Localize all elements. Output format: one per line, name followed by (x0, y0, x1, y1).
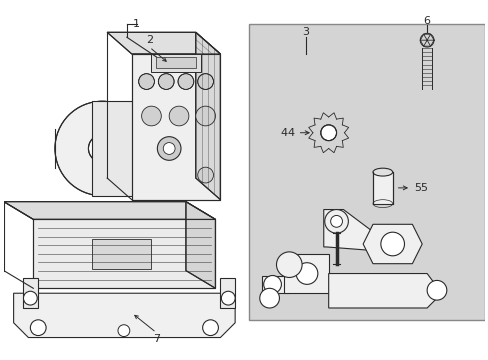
Circle shape (197, 167, 213, 183)
Polygon shape (363, 224, 421, 264)
Circle shape (158, 74, 174, 89)
Text: 3: 3 (302, 27, 309, 37)
Text: 7: 7 (153, 334, 160, 345)
Bar (92, 239, 151, 269)
Text: 2: 2 (145, 35, 153, 45)
Circle shape (380, 232, 404, 256)
Text: 6: 6 (423, 15, 430, 26)
Polygon shape (4, 202, 215, 219)
Polygon shape (131, 54, 220, 200)
Polygon shape (14, 293, 235, 338)
Circle shape (320, 125, 336, 141)
Bar (248, 24, 484, 320)
Circle shape (259, 288, 279, 308)
Circle shape (195, 106, 215, 126)
Circle shape (169, 106, 188, 126)
Circle shape (426, 280, 446, 300)
Polygon shape (185, 202, 215, 288)
Circle shape (23, 291, 37, 305)
Polygon shape (107, 32, 220, 54)
Circle shape (324, 210, 347, 233)
Circle shape (202, 320, 218, 336)
Polygon shape (261, 276, 289, 293)
Polygon shape (328, 274, 441, 308)
Text: 4: 4 (280, 128, 287, 138)
Circle shape (55, 101, 149, 196)
Circle shape (178, 74, 193, 89)
Text: 5: 5 (420, 183, 427, 193)
Circle shape (197, 74, 213, 89)
Bar (92, 101, 166, 196)
Circle shape (221, 291, 235, 305)
Circle shape (113, 164, 121, 172)
Circle shape (157, 137, 181, 160)
Circle shape (142, 106, 161, 126)
Circle shape (88, 135, 116, 162)
Circle shape (296, 263, 317, 284)
Text: 5: 5 (398, 183, 420, 193)
Bar (372, 172, 392, 204)
Bar (151, 54, 200, 72)
Polygon shape (284, 254, 328, 293)
Bar (156, 57, 195, 68)
Circle shape (330, 215, 342, 227)
Ellipse shape (372, 168, 392, 176)
Text: 1: 1 (133, 19, 140, 30)
Circle shape (276, 252, 302, 278)
Circle shape (139, 74, 154, 89)
Circle shape (30, 320, 46, 336)
Polygon shape (195, 32, 220, 200)
Circle shape (163, 143, 175, 154)
Polygon shape (220, 278, 235, 308)
Text: 4: 4 (287, 128, 308, 138)
Circle shape (263, 275, 281, 293)
Polygon shape (33, 219, 215, 288)
Polygon shape (23, 278, 38, 308)
Circle shape (118, 325, 129, 337)
Polygon shape (323, 210, 382, 251)
